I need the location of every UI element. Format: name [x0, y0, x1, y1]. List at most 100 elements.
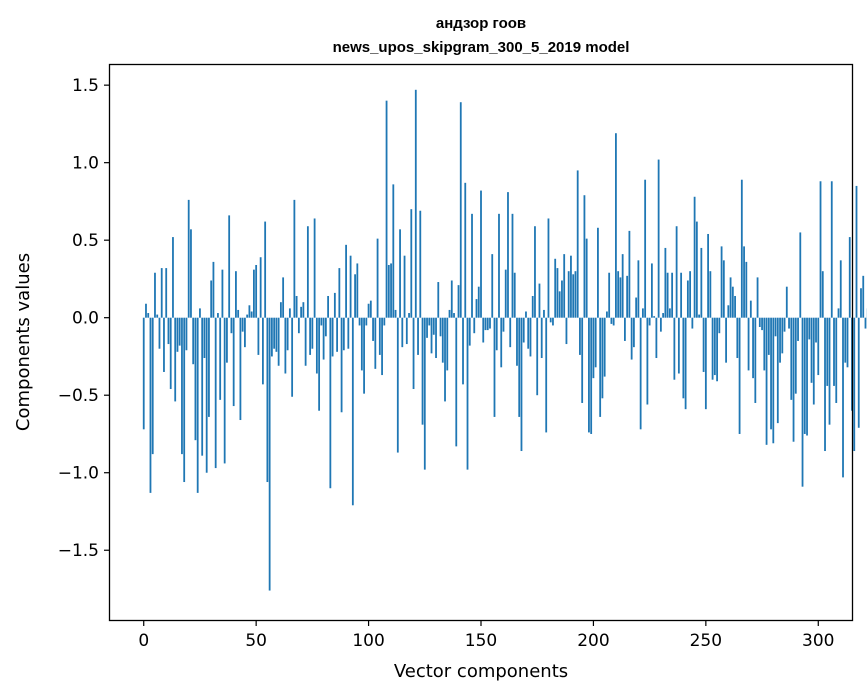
bar-component-96 — [358, 317, 361, 326]
bar-component-309 — [837, 308, 840, 318]
bar-component-67 — [293, 199, 296, 318]
bar-component-23 — [194, 317, 197, 441]
bar-component-126 — [426, 317, 428, 338]
bar-component-151 — [482, 317, 485, 343]
bar-component-287 — [788, 317, 790, 329]
bar-component-32 — [214, 317, 217, 469]
bar-component-301 — [819, 181, 822, 318]
bar-component-219 — [635, 297, 638, 318]
bar-component-127 — [428, 317, 431, 326]
bar-component-117 — [405, 317, 408, 345]
bar-component-225 — [648, 317, 651, 326]
bar-component-78 — [318, 317, 321, 411]
bar-component-97 — [360, 317, 363, 371]
bar-component-299 — [815, 317, 817, 343]
bar-component-13 — [172, 237, 174, 318]
bar-component-180 — [547, 218, 550, 318]
bar-component-91 — [347, 317, 350, 349]
bar-component-100 — [367, 303, 370, 318]
bar-component-265 — [738, 317, 741, 434]
bar-component-119 — [410, 209, 413, 318]
bar-component-237 — [675, 226, 678, 318]
bar-component-292 — [799, 232, 802, 318]
bar-component-14 — [174, 317, 177, 402]
bar-component-125 — [423, 317, 426, 470]
bar-component-114 — [399, 229, 401, 318]
bar-component-68 — [295, 295, 298, 318]
bar-component-192 — [574, 271, 577, 318]
bar-component-3 — [149, 317, 152, 493]
bar-component-282 — [776, 317, 779, 424]
bar-component-141 — [459, 102, 462, 318]
bar-component-168 — [520, 317, 523, 452]
bar-component-142 — [462, 317, 464, 385]
bar-component-19 — [185, 317, 188, 351]
bar-component-263 — [734, 295, 736, 318]
bar-component-290 — [794, 317, 797, 394]
bar-component-226 — [650, 263, 653, 318]
bar-component-139 — [455, 317, 458, 447]
bar-component-306 — [830, 181, 833, 318]
x-tick-label: 50 — [245, 631, 267, 651]
bar-component-128 — [430, 317, 433, 354]
bar-component-47 — [248, 305, 251, 318]
bar-component-54 — [264, 221, 267, 318]
bar-component-182 — [552, 317, 554, 326]
bar-component-291 — [797, 317, 799, 341]
bar-component-98 — [363, 317, 365, 394]
bar-component-288 — [790, 317, 793, 400]
bar-component-283 — [779, 317, 781, 363]
bar-component-196 — [583, 195, 586, 318]
bar-component-8 — [160, 268, 163, 318]
bar-component-138 — [453, 313, 455, 318]
bar-component-65 — [288, 308, 291, 318]
bar-component-252 — [709, 271, 712, 318]
bar-component-184 — [556, 268, 559, 318]
bar-component-102 — [372, 317, 374, 341]
bar-component-275 — [761, 317, 763, 331]
bar-component-271 — [752, 317, 754, 379]
bar-component-41 — [235, 271, 237, 318]
bar-component-82 — [327, 295, 329, 318]
bar-component-110 — [390, 263, 392, 318]
bar-component-124 — [421, 317, 424, 425]
bar-component-53 — [262, 317, 264, 385]
bar-component-201 — [594, 317, 597, 368]
bar-component-92 — [349, 255, 352, 318]
bar-component-221 — [639, 317, 642, 430]
bar-component-243 — [689, 271, 692, 318]
bar-component-50 — [255, 264, 258, 318]
bar-component-30 — [210, 280, 213, 318]
bar-component-155 — [491, 254, 494, 318]
bar-component-140 — [457, 285, 460, 318]
bar-component-104 — [376, 238, 379, 318]
bar-component-129 — [432, 317, 435, 335]
x-axis-label: Vector components — [394, 661, 568, 682]
bar-component-103 — [374, 317, 377, 369]
bar-component-55 — [266, 317, 269, 483]
bar-component-177 — [540, 317, 543, 359]
bar-component-190 — [570, 255, 572, 318]
bar-component-7 — [158, 317, 161, 349]
bar-component-148 — [475, 299, 478, 318]
chart-title: андзор гоов — [436, 15, 526, 32]
bar-component-6 — [156, 314, 159, 318]
bar-component-213 — [621, 254, 624, 318]
y-tick-label: −1.0 — [58, 464, 99, 484]
bar-component-70 — [300, 306, 303, 318]
bar-component-85 — [333, 292, 336, 318]
bar-component-208 — [610, 317, 613, 324]
bar-component-20 — [187, 199, 190, 318]
bar-component-317 — [855, 185, 858, 318]
bar-component-172 — [529, 317, 532, 357]
bar-component-145 — [468, 317, 471, 346]
bar-component-118 — [408, 313, 410, 318]
bar-component-229 — [657, 159, 660, 318]
bar-component-220 — [637, 260, 640, 318]
bar-component-303 — [824, 317, 826, 452]
bar-component-295 — [806, 317, 808, 436]
bar-component-18 — [183, 317, 186, 483]
bar-component-164 — [511, 213, 514, 318]
bar-component-0 — [142, 317, 145, 430]
